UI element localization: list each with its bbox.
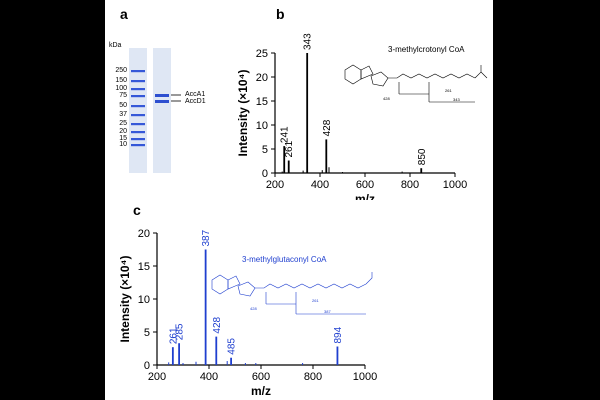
- marker-lane: [129, 48, 147, 173]
- frag-label-428: 428: [383, 96, 390, 101]
- coa-chain: [388, 73, 476, 79]
- adenine-ring: [344, 64, 362, 85]
- x-tick-label: 600: [356, 179, 374, 191]
- imidazole-ring: [360, 65, 374, 80]
- frag-label-261: 261: [312, 298, 319, 303]
- peak-label-261: 261: [168, 327, 179, 344]
- peak-label-894: 894: [333, 326, 344, 343]
- gel-marker-label: 100: [115, 85, 127, 92]
- ribose-ring: [370, 71, 389, 87]
- marker-bands: [131, 70, 145, 147]
- x-axis-label: m/z: [355, 192, 375, 200]
- gel-marker-label: 20: [119, 128, 127, 135]
- compound-label-b: 3-methylcrotonyl CoA: [388, 45, 465, 54]
- structure-b: 428 261 343: [344, 64, 488, 103]
- y-axis-label: Intensity (×10⁴): [236, 70, 250, 157]
- gel-marker-label: 10: [119, 141, 127, 148]
- peak-label-261: 261: [284, 140, 295, 157]
- panel-c-letter: c: [133, 202, 141, 218]
- marker-band: [131, 114, 145, 117]
- marker-band: [131, 88, 145, 91]
- chart-c: 200 400 600 800 1000 0 5 10 15 20 m/z Intensity (×1…: [118, 228, 377, 398]
- y-tick-label: 20: [138, 228, 150, 240]
- sample-band-accd1: [155, 100, 169, 103]
- panel-b-letter: b: [276, 6, 285, 22]
- x-tick-label: 1000: [353, 371, 377, 383]
- x-tick-label: 1000: [443, 179, 467, 191]
- y-tick-label: 25: [256, 48, 268, 60]
- figure: a kDa 250 150 100 75 50 37 25 20 15 10 AccA1 AccD…: [105, 0, 493, 400]
- panel-a-letter: a: [120, 6, 128, 22]
- compound-label-c: 3-methylglutaconyl CoA: [242, 255, 327, 264]
- y-axis-label: Intensity (×10⁴): [118, 256, 132, 343]
- adenine-ring: [211, 274, 229, 295]
- y-tick-label: 10: [138, 294, 150, 306]
- gel-marker-label: 37: [119, 111, 127, 118]
- x-tick-label: 800: [304, 371, 322, 383]
- chart-b: 200 400 600 800 1000 0 5 10 15 20 25 m/z Intensity (…: [236, 33, 467, 200]
- gel-marker-label: 75: [119, 92, 127, 99]
- y-tick-label: 5: [262, 144, 268, 156]
- frag-label-428: 428: [250, 306, 257, 311]
- peak-label-850: 850: [417, 148, 428, 165]
- gel-marker-label: 50: [119, 102, 127, 109]
- y-tick-label: 0: [144, 360, 150, 372]
- marker-band: [131, 138, 145, 141]
- x-tick-label: 800: [401, 179, 419, 191]
- peak-label-387: 387: [201, 229, 212, 246]
- y-tick-label: 5: [144, 327, 150, 339]
- peak-label-343: 343: [303, 33, 314, 50]
- marker-band: [131, 123, 145, 126]
- ribose-ring: [237, 281, 256, 297]
- marker-band: [131, 131, 145, 134]
- gel-unit-label: kDa: [109, 42, 122, 49]
- x-tick-label: 600: [252, 371, 270, 383]
- acyl-group: [365, 272, 373, 285]
- marker-band: [131, 144, 145, 147]
- y-tick-label: 15: [138, 261, 150, 273]
- peak-label-485: 485: [227, 338, 238, 355]
- x-tick-label: 400: [311, 179, 329, 191]
- frag-label-387: 387: [324, 309, 331, 314]
- frag-label-343: 343: [453, 97, 460, 102]
- x-tick-label: 200: [266, 179, 284, 191]
- marker-band: [131, 105, 145, 108]
- gel-marker-label: 25: [119, 120, 127, 127]
- peak-label-428: 428: [322, 119, 333, 136]
- y-tick-label: 10: [256, 120, 268, 132]
- y-tick-label: 20: [256, 72, 268, 84]
- peak-label-285: 285: [175, 323, 186, 340]
- marker-band: [131, 80, 145, 83]
- gel-marker-label: 150: [115, 77, 127, 84]
- marker-band: [131, 70, 145, 73]
- sample-lane: [153, 48, 171, 173]
- x-tick-label: 200: [148, 371, 166, 383]
- marker-band: [131, 95, 145, 98]
- frag-label-261: 261: [445, 88, 452, 93]
- coa-chain: [255, 283, 367, 289]
- imidazole-ring: [227, 275, 241, 290]
- structure-c: 428 261 387: [211, 272, 373, 315]
- band-label-accd1: AccD1: [185, 98, 206, 105]
- y-tick-label: 15: [256, 96, 268, 108]
- band-label-acca1: AccA1: [185, 91, 206, 98]
- gel-marker-label: 250: [115, 67, 127, 74]
- gel-marker-label: 15: [119, 135, 127, 142]
- x-axis-label: m/z: [251, 384, 271, 398]
- y-tick-label: 0: [262, 168, 268, 180]
- peak-label-428: 428: [212, 316, 223, 333]
- acyl-group: [474, 65, 488, 79]
- peak-label-241: 241: [280, 126, 291, 143]
- x-tick-label: 400: [200, 371, 218, 383]
- sample-band-acca1: [155, 94, 169, 97]
- gel-image: [129, 48, 181, 173]
